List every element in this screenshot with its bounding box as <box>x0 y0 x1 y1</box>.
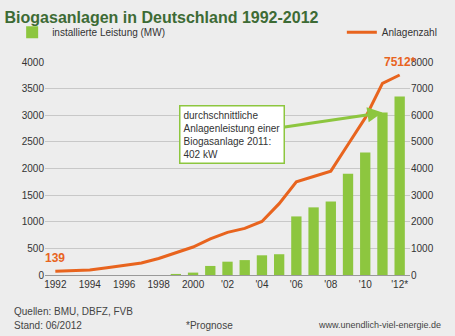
svg-text:8000: 8000 <box>411 57 434 68</box>
svg-text:0: 0 <box>38 270 44 281</box>
svg-text:2000: 2000 <box>182 279 205 290</box>
svg-text:7000: 7000 <box>411 83 434 94</box>
svg-text:1992: 1992 <box>44 279 67 290</box>
svg-text:1500: 1500 <box>22 190 45 201</box>
svg-text:'06: '06 <box>290 279 303 290</box>
svg-text:4000: 4000 <box>22 57 45 68</box>
svg-text:2000: 2000 <box>411 216 434 227</box>
svg-text:installierte Leistung (MW): installierte Leistung (MW) <box>52 27 165 38</box>
svg-text:'04: '04 <box>255 279 268 290</box>
svg-text:*Prognose: *Prognose <box>186 320 233 331</box>
svg-text:3000: 3000 <box>411 190 434 201</box>
svg-text:1000: 1000 <box>411 243 434 254</box>
svg-text:1000: 1000 <box>22 216 45 227</box>
svg-text:Quellen: BMU, DBFZ, FVB: Quellen: BMU, DBFZ, FVB <box>14 306 133 317</box>
svg-text:2500: 2500 <box>22 136 45 147</box>
svg-text:3500: 3500 <box>22 83 45 94</box>
svg-text:'12*: '12* <box>391 279 408 290</box>
svg-text:1994: 1994 <box>79 279 102 290</box>
svg-text:7512*: 7512* <box>384 55 416 69</box>
svg-text:1998: 1998 <box>148 279 171 290</box>
svg-text:durchschnittlicheAnlagenleistu: durchschnittlicheAnlagenleistung einerBi… <box>184 110 281 160</box>
svg-text:Biogasanlagen in Deutschland 1: Biogasanlagen in Deutschland 1992-2012 <box>5 9 319 26</box>
svg-text:www.unendlich-viel-energie.de: www.unendlich-viel-energie.de <box>318 320 441 330</box>
svg-text:5000: 5000 <box>411 136 434 147</box>
svg-text:2000: 2000 <box>22 163 45 174</box>
svg-text:500: 500 <box>27 243 44 254</box>
svg-text:'02: '02 <box>221 279 234 290</box>
svg-text:'08: '08 <box>324 279 337 290</box>
svg-text:'10: '10 <box>359 279 372 290</box>
svg-text:Anlagenzahl: Anlagenzahl <box>382 27 437 38</box>
svg-text:Stand: 06/2012: Stand: 06/2012 <box>14 320 82 331</box>
svg-text:1996: 1996 <box>113 279 136 290</box>
svg-text:139: 139 <box>45 251 65 265</box>
svg-text:6000: 6000 <box>411 110 434 121</box>
svg-text:4000: 4000 <box>411 163 434 174</box>
svg-text:3000: 3000 <box>22 110 45 121</box>
svg-text:0: 0 <box>411 270 417 281</box>
